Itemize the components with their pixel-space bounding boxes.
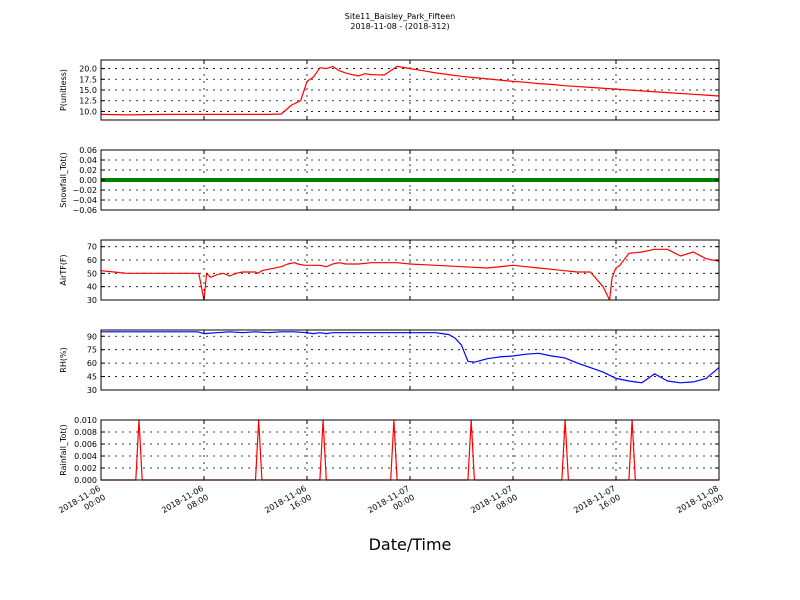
y-tick-label: 0.00 xyxy=(79,176,97,185)
y-tick-label: 60 xyxy=(87,359,97,368)
y-axis-label: Snowfall_Tot() xyxy=(59,152,68,208)
y-tick-label: 40 xyxy=(87,283,97,292)
y-tick-label: 15.0 xyxy=(79,86,97,95)
y-tick-label: 0.000 xyxy=(74,476,97,485)
y-tick-label: 0.004 xyxy=(74,452,97,461)
subplot-3: 30 40 50 60 70 AirTF(F) xyxy=(59,239,720,305)
y-tick-label: 30 xyxy=(87,386,97,395)
y-tick-label: 45 xyxy=(87,373,97,382)
y-tick-label: 0.04 xyxy=(79,156,97,165)
y-axis-label: RH(%) xyxy=(59,347,68,372)
y-tick-label: 0.002 xyxy=(74,464,97,473)
y-tick-label: 17.5 xyxy=(79,75,97,84)
y-tick-label: −0.06 xyxy=(72,206,97,215)
y-tick-label: −0.02 xyxy=(72,186,97,195)
y-tick-label: 0.008 xyxy=(74,428,97,437)
y-tick-label: −0.04 xyxy=(72,196,97,205)
y-tick-label: 50 xyxy=(87,269,97,278)
chart-title: Site11_Baisley_Park_Fifteen xyxy=(345,12,455,21)
series-line xyxy=(100,65,720,116)
subplot-stack: 10.012.515.017.520.0P(unitless)−0.06−0.0… xyxy=(59,59,720,485)
y-tick-label: 10.0 xyxy=(79,107,97,116)
y-tick-label: 0.02 xyxy=(79,166,97,175)
y-axis-label: P(unitless) xyxy=(59,69,68,111)
y-tick-label: 70 xyxy=(87,243,97,252)
subplot-5: 0.000 0.002 0.004 0.006 0.008 0.010 Rainfall_T… xyxy=(59,416,720,485)
y-tick-label: 75 xyxy=(87,346,97,355)
y-axis-label: AirTF(F) xyxy=(59,254,68,285)
series-line xyxy=(100,248,720,301)
subplot-2: −0.06−0.04−0.020.000.020.040.06 Snowfall_… xyxy=(59,146,720,215)
y-tick-label: 20.0 xyxy=(79,65,97,74)
chart-subtitle: 2018-11-08 - (2018-312) xyxy=(350,22,449,31)
subplot-4: 30 45 60 75 90 RH(%) xyxy=(59,329,720,395)
subplot-1: 10.012.5 15.0 17.520.0 P(unitless) xyxy=(59,59,720,121)
y-tick-label: 90 xyxy=(87,332,97,341)
y-tick-label: 0.006 xyxy=(74,440,97,449)
y-tick-label: 0.010 xyxy=(74,416,97,425)
series-line xyxy=(101,331,720,384)
y-axis-label: Rainfall_Tot() xyxy=(59,424,68,476)
y-tick-label: 12.5 xyxy=(79,97,97,106)
y-tick-label: 60 xyxy=(87,256,97,265)
y-tick-label: 30 xyxy=(87,296,97,305)
x-axis-label: Date/Time xyxy=(369,535,452,554)
y-tick-label: 0.06 xyxy=(79,146,97,155)
